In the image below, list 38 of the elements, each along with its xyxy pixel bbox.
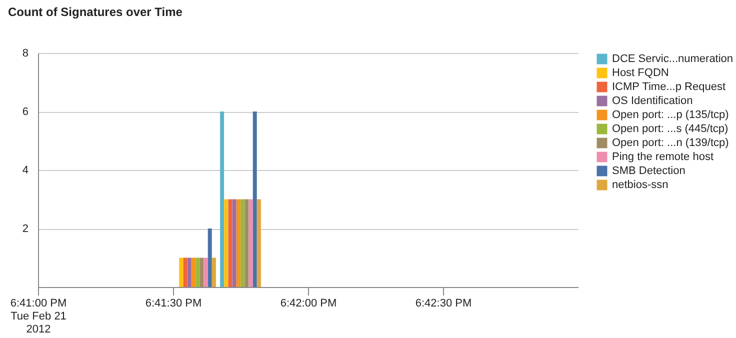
bar [224,199,228,287]
legend-label: netbios-ssn [612,179,668,191]
bar [200,258,204,287]
bar [208,228,212,287]
legend-label: ICMP Time...p Request [612,81,726,93]
x-tick-label: 6:42:00 PM [280,298,337,310]
x-tick-label: 6:41:00 PM Tue Feb 21 2012 [10,298,67,336]
bar [183,258,188,287]
y-tick-label: 6 [22,106,28,118]
bar [220,112,224,287]
legend-label: DCE Servic...numeration [612,53,734,65]
legend-label: Open port: ...n (139/tcp) [612,137,729,149]
bar [196,258,200,287]
legend-label: OS Identification [612,95,693,107]
bar [236,199,240,287]
legend-label: Ping the remote host [612,151,714,163]
bar [232,199,236,287]
bar [244,199,249,287]
bar [252,112,257,287]
bar [204,258,208,287]
bar [240,199,245,287]
x-tick-label: 6:41:30 PM [145,298,202,310]
legend-label: Open port: ...p (135/tcp) [612,109,729,121]
y-tick-label: 8 [22,48,28,60]
bar [191,258,196,287]
x-tick-label: 6:42:30 PM [415,298,472,310]
bar [187,258,192,287]
bar [212,258,216,287]
chart-title: Count of Signatures over Time [8,5,183,19]
bar [179,258,184,287]
bar [228,199,232,287]
legend-label: Open port: ...s (445/tcp) [612,123,728,135]
y-tick-label: 4 [22,164,28,176]
y-tick-label: 2 [22,223,28,235]
bar [248,199,253,287]
legend-label: Host FQDN [612,67,669,79]
bar [256,199,261,287]
legend-label: SMB Detection [612,165,686,177]
